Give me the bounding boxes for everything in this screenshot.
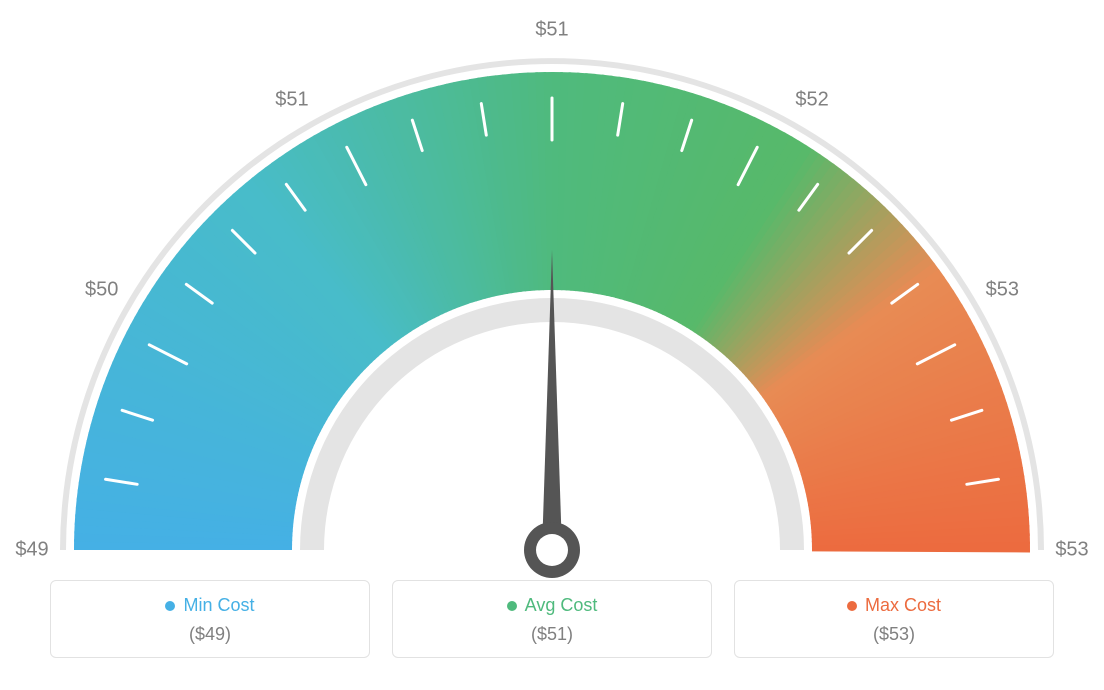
legend-dot-icon: [507, 601, 517, 611]
scale-label: $51: [275, 88, 308, 111]
scale-label: $49: [15, 539, 48, 562]
scale-label: $53: [986, 278, 1019, 301]
scale-label: $51: [535, 19, 568, 42]
legend-title: Max Cost: [847, 595, 941, 616]
gauge-chart: $49 $50 $51 $51 $52 $53 $53: [0, 20, 1104, 580]
legend-value: ($53): [735, 624, 1053, 645]
legend-name: Min Cost: [183, 595, 254, 616]
legend-dot-icon: [847, 601, 857, 611]
scale-label: $50: [85, 278, 118, 301]
gauge-svg: [0, 20, 1104, 580]
legend-name: Avg Cost: [525, 595, 598, 616]
legend-value: ($51): [393, 624, 711, 645]
legend-row: Min Cost ($49) Avg Cost ($51) Max Cost ($53): [50, 580, 1054, 658]
legend-value: ($49): [51, 624, 369, 645]
legend-name: Max Cost: [865, 595, 941, 616]
scale-label: $53: [1055, 539, 1088, 562]
legend-dot-icon: [165, 601, 175, 611]
legend-title: Avg Cost: [507, 595, 598, 616]
gauge-container: $49 $50 $51 $51 $52 $53 $53 Min Cost ($49) Avg C…: [0, 0, 1104, 690]
scale-label: $52: [795, 88, 828, 111]
legend-title: Min Cost: [165, 595, 254, 616]
legend-card: Max Cost ($53): [734, 580, 1054, 658]
legend-card: Min Cost ($49): [50, 580, 370, 658]
legend-card: Avg Cost ($51): [392, 580, 712, 658]
